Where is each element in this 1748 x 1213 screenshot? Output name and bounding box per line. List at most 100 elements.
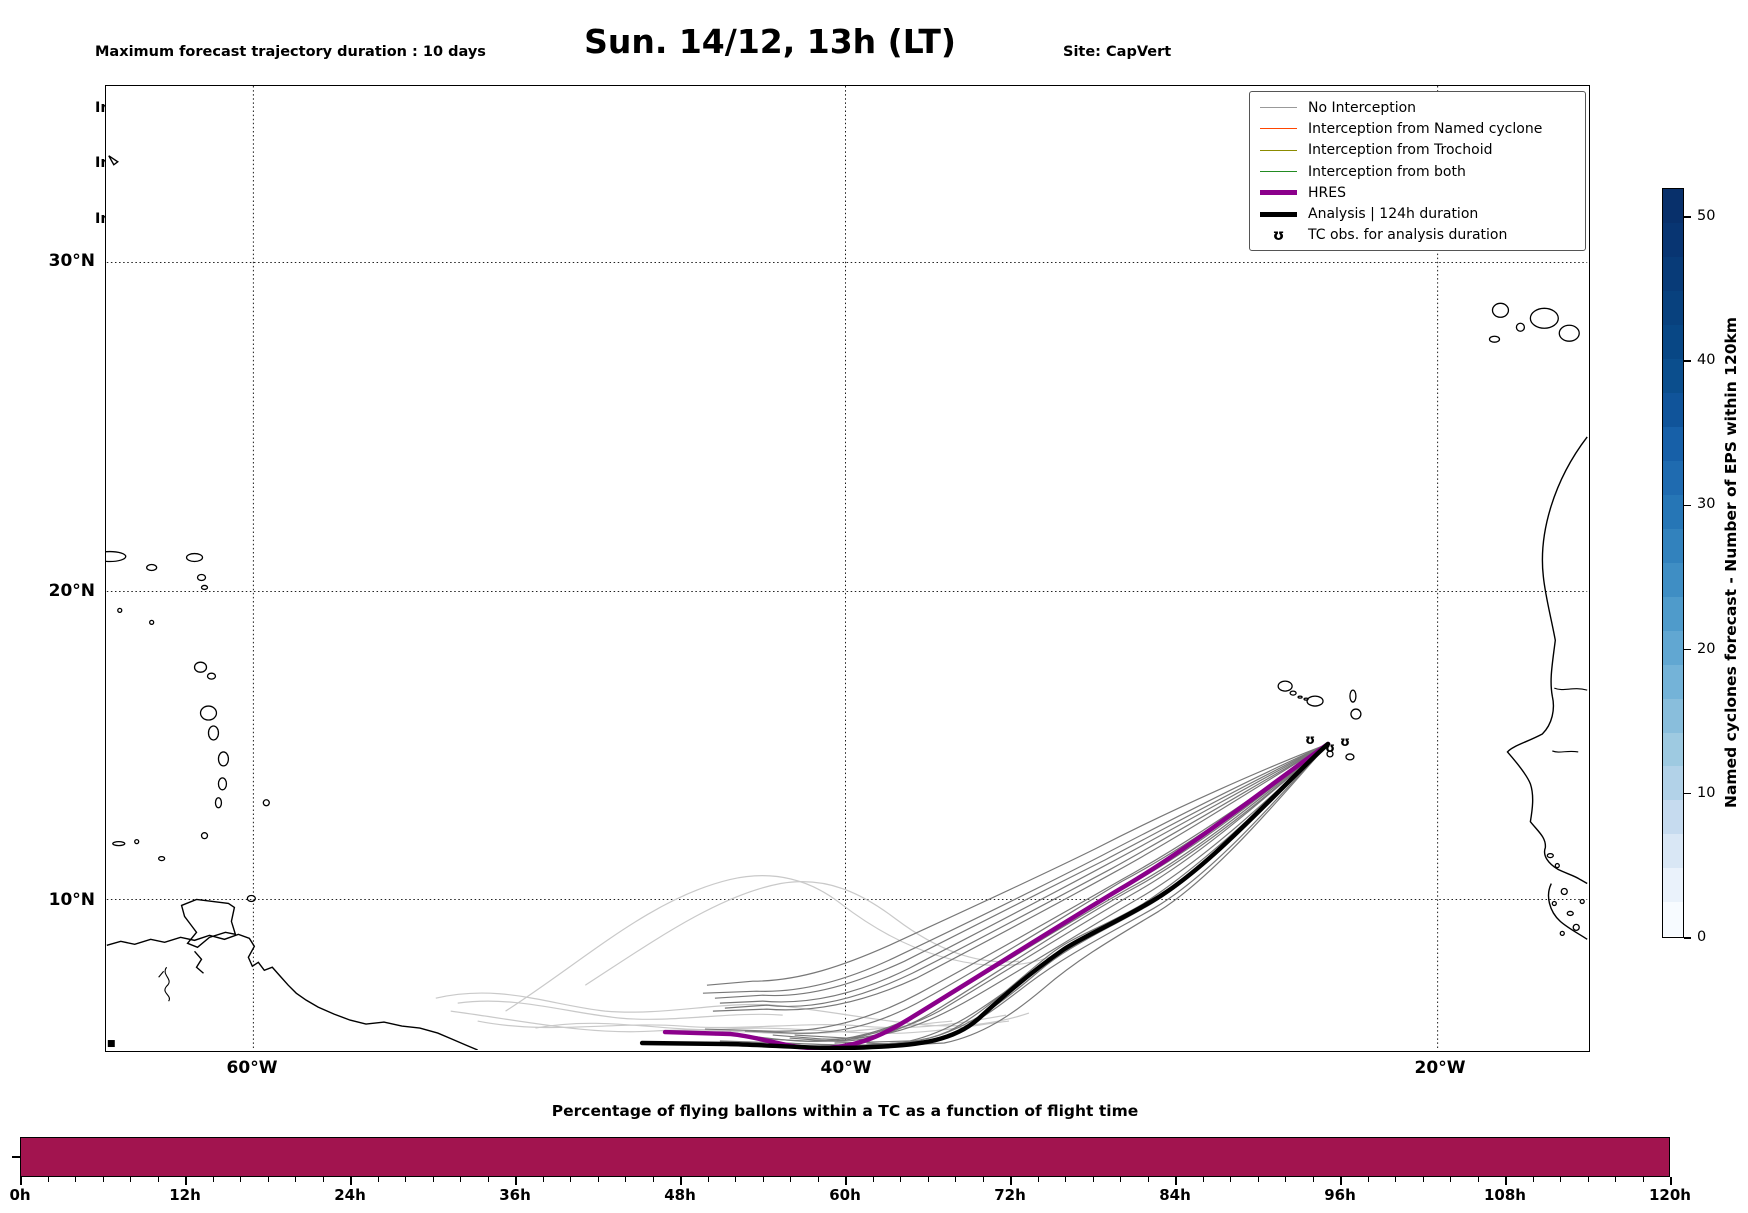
faded-trajectory bbox=[457, 1000, 783, 1020]
tc-obs-icon: ʊ bbox=[1340, 735, 1350, 750]
antilles-island bbox=[106, 550, 127, 563]
faded-trajectory bbox=[584, 881, 1020, 986]
x-axis-minor-tick bbox=[570, 1177, 571, 1182]
x-axis-minor-tick bbox=[927, 1177, 929, 1182]
x-axis-minor-tick bbox=[900, 1177, 901, 1182]
antilles-island bbox=[157, 855, 166, 862]
legend-line-swatch bbox=[1260, 128, 1297, 130]
x-axis-tick-label: 36h bbox=[499, 1186, 531, 1204]
antilles-island bbox=[207, 725, 220, 741]
antilles-island bbox=[199, 705, 218, 721]
x-axis-minor-tick bbox=[1395, 1177, 1396, 1182]
coastline-africa bbox=[1506, 436, 1588, 885]
antilles-island bbox=[217, 777, 228, 791]
colorbar-segment bbox=[1663, 494, 1683, 529]
coastline-africa-south bbox=[1547, 883, 1588, 940]
legend-line-swatch bbox=[1260, 190, 1297, 196]
tc-obs-icon: ʊ bbox=[1305, 733, 1315, 748]
trajectory-map-svg: ʊʊ ʊ bbox=[106, 86, 1588, 1050]
x-axis-minor-tick bbox=[322, 1177, 324, 1182]
colorbar-tick-label: 30 bbox=[1697, 496, 1716, 513]
bottom-chart-y-tick bbox=[12, 1156, 20, 1158]
canaries-island bbox=[1491, 302, 1510, 318]
x-axis-minor-tick bbox=[872, 1177, 874, 1182]
cape-verde-island bbox=[1350, 708, 1362, 720]
colorbar-tick-label: 10 bbox=[1697, 784, 1716, 801]
x-axis-major-tick bbox=[1010, 1177, 1012, 1185]
coastline-trinidad bbox=[180, 898, 237, 949]
tc-observation-markers: ʊʊ ʊ bbox=[1305, 733, 1350, 756]
x-axis-major-tick bbox=[20, 1177, 22, 1185]
x-axis-minor-tick bbox=[212, 1177, 214, 1182]
x-axis-minor-tick bbox=[102, 1177, 104, 1182]
antilles-island bbox=[185, 552, 204, 563]
y-tick-label-10n: 10°N bbox=[48, 890, 95, 910]
antilles-island bbox=[146, 563, 158, 572]
x-axis-minor-tick bbox=[1367, 1177, 1369, 1182]
coastline-venezuela-river bbox=[158, 966, 170, 1002]
legend-row: HRES bbox=[1260, 182, 1577, 203]
colorbar-segment bbox=[1663, 800, 1683, 835]
coastlines bbox=[106, 155, 1588, 1050]
colorbar-segment bbox=[1663, 562, 1683, 597]
tc-obs-icon: ʊ bbox=[1325, 741, 1335, 756]
x-axis-minor-tick bbox=[1532, 1177, 1534, 1182]
legend-item-label: Interception from both bbox=[1308, 163, 1466, 180]
colorbar-segment bbox=[1663, 528, 1683, 563]
faded-trajectory bbox=[535, 1020, 1010, 1034]
x-axis-tick-label: 120h bbox=[1649, 1186, 1691, 1204]
colorbar-segment bbox=[1663, 766, 1683, 801]
africa-specks-island bbox=[1551, 900, 1557, 907]
canaries-island bbox=[1529, 307, 1559, 329]
legend-line-swatch bbox=[1260, 107, 1297, 109]
x-axis-minor-tick bbox=[130, 1177, 131, 1182]
x-axis-minor-tick bbox=[240, 1177, 241, 1182]
ensemble-trajectory bbox=[719, 743, 1329, 1004]
colorbar-segment bbox=[1663, 902, 1683, 937]
x-axis-tick-label: 24h bbox=[334, 1186, 366, 1204]
colorbar-segment bbox=[1663, 392, 1683, 427]
x-axis-tick-label: 84h bbox=[1159, 1186, 1191, 1204]
colorbar-tick-label: 50 bbox=[1697, 207, 1716, 224]
x-axis-minor-tick bbox=[47, 1177, 49, 1182]
colorbar-tick-label: 40 bbox=[1697, 352, 1716, 369]
colorbar-axis-label: Named cyclones forecast - Number of EPS … bbox=[1722, 317, 1740, 809]
ensemble-trajectory bbox=[794, 743, 1329, 1039]
ensemble-trajectory bbox=[714, 743, 1329, 1042]
x-axis-minor-tick bbox=[735, 1177, 736, 1182]
x-tick-label-60w: 60°W bbox=[226, 1058, 278, 1078]
colorbar-segment bbox=[1663, 358, 1683, 393]
colorbar-segment bbox=[1663, 256, 1683, 291]
ensemble-trajectories bbox=[702, 743, 1329, 1047]
x-axis-minor-tick bbox=[1615, 1177, 1616, 1182]
x-axis-minor-tick bbox=[790, 1177, 791, 1182]
legend-row: Interception from Trochoid bbox=[1260, 140, 1577, 161]
x-axis-minor-tick bbox=[1202, 1177, 1204, 1182]
antilles-island bbox=[206, 672, 217, 680]
antilles-island bbox=[112, 841, 126, 847]
cape-verde-island bbox=[1306, 695, 1324, 707]
colorbar-segment bbox=[1663, 596, 1683, 631]
legend-row: Analysis | 124h duration bbox=[1260, 203, 1577, 224]
x-axis-minor-tick bbox=[487, 1177, 489, 1182]
x-axis-minor-tick bbox=[955, 1177, 956, 1182]
x-axis-tick-label: 12h bbox=[169, 1186, 201, 1204]
tc-obs-icon: ʊ bbox=[1272, 225, 1285, 244]
x-axis-major-tick bbox=[845, 1177, 847, 1185]
x-axis-minor-tick bbox=[1312, 1177, 1314, 1182]
faded-trajectory bbox=[505, 875, 1080, 1012]
antilles-island bbox=[196, 573, 207, 582]
x-axis-major-tick bbox=[1505, 1177, 1507, 1185]
x-axis-major-tick bbox=[680, 1177, 682, 1185]
y-tick-label-20n: 20°N bbox=[48, 581, 95, 601]
legend-line-swatch bbox=[1260, 171, 1297, 173]
x-axis-minor-tick bbox=[1037, 1177, 1039, 1182]
legend-row: ʊ TC obs. for analysis duration bbox=[1260, 225, 1577, 246]
island-outlines bbox=[106, 302, 1585, 937]
legend-item-label: Analysis | 124h duration bbox=[1308, 206, 1479, 223]
x-axis-minor-tick bbox=[432, 1177, 434, 1182]
cape-verde-island bbox=[1297, 695, 1303, 699]
x-axis-minor-tick bbox=[267, 1177, 269, 1182]
analysis-trajectory bbox=[639, 741, 1331, 1050]
